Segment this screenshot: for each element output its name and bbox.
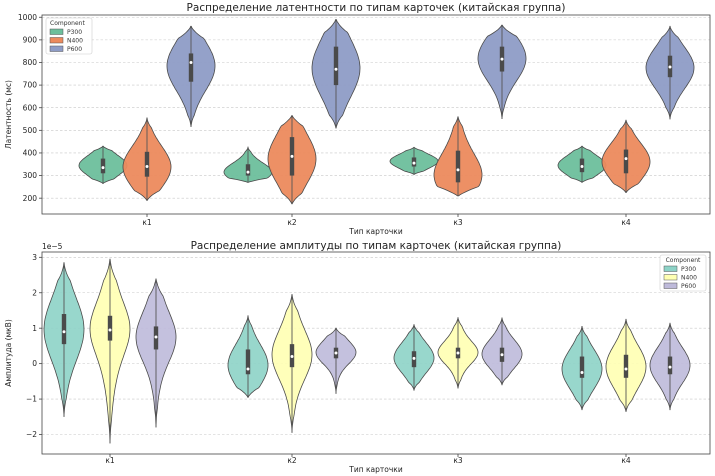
x-tick-label: к1 <box>142 218 152 227</box>
legend-swatch-n400 <box>663 274 678 281</box>
violin-iqr-box <box>667 356 673 375</box>
y-tick-label: 700 <box>23 81 38 90</box>
violin-median-dot <box>189 60 193 64</box>
amplitude-y-ticks: −2 −1 0 1 2 3 <box>26 253 42 439</box>
y-tick-label: 1 <box>32 324 37 333</box>
latency-x-ticks: к1 к2 к3 к4 <box>142 214 631 227</box>
amplitude-y-axis-label: Амплитуда (мкВ) <box>4 319 13 387</box>
legend-swatch-n400 <box>49 37 64 44</box>
legend-label-n400: N400 <box>67 38 83 45</box>
violin-iqr-box <box>579 356 585 378</box>
legend-swatch-p600 <box>49 45 64 52</box>
violin-median-dot <box>246 170 250 174</box>
y-tick-label: 1000 <box>18 13 37 22</box>
violin-iqr-box <box>245 164 251 176</box>
violin-median-dot <box>108 328 112 332</box>
y-tick-label: 200 <box>23 194 38 203</box>
latency-chart: Распределение латентности по типам карто… <box>4 2 711 236</box>
violin-median-dot <box>668 365 672 369</box>
violin-median-dot <box>334 67 338 71</box>
violin-iqr-box <box>623 149 629 174</box>
violin-median-dot <box>580 165 584 169</box>
latency-y-axis-label: Латентность (мс) <box>4 80 13 149</box>
violin-median-dot <box>624 157 628 161</box>
x-tick-label: к3 <box>453 218 463 227</box>
legend-swatch-p300 <box>49 28 64 35</box>
amplitude-x-ticks: к1 к2 к3 к4 <box>105 454 631 465</box>
violin-iqr-box <box>107 315 113 341</box>
y-tick-label: 800 <box>23 58 38 67</box>
violin-median-dot <box>668 65 672 69</box>
violin-median-dot <box>145 165 149 169</box>
legend-frame <box>45 17 93 55</box>
violin-iqr-box <box>623 354 629 378</box>
amplitude-x-axis-label: Тип карточки <box>348 465 403 474</box>
legend-swatch-p300 <box>663 265 678 272</box>
y-tick-label: −1 <box>26 395 37 404</box>
amplitude-chart-title: Распределение амплитуды по типам карточе… <box>191 240 562 252</box>
violin-median-dot <box>101 166 105 170</box>
latency-plot-frame <box>41 14 711 215</box>
latency-gridlines <box>42 16 710 199</box>
y-tick-label: 0 <box>32 359 37 368</box>
y-tick-label: 3 <box>32 253 37 262</box>
violin-iqr-box <box>333 46 339 86</box>
violin-median-dot <box>290 154 294 158</box>
violin-median-dot <box>62 330 66 334</box>
violin-median-dot <box>456 351 460 355</box>
y-tick-label: 400 <box>23 149 38 158</box>
violin-median-dot <box>154 335 158 339</box>
violin-median-dot <box>334 351 338 355</box>
amplitude-gridlines <box>42 257 710 435</box>
violin-median-dot <box>500 353 504 357</box>
legend-label-p600: P600 <box>681 283 696 290</box>
y-tick-label: 600 <box>23 103 38 112</box>
y-tick-label: 900 <box>23 35 38 44</box>
violin-iqr-box <box>455 150 461 183</box>
legend-label-n400: N400 <box>681 275 697 282</box>
violin-median-dot <box>290 355 294 359</box>
legend-title: Component <box>50 20 85 27</box>
violin-iqr-box <box>245 349 251 375</box>
x-tick-label: к3 <box>453 456 463 465</box>
violin-median-dot <box>412 356 416 360</box>
legend-label-p300: P300 <box>67 29 82 36</box>
legend-frame <box>659 254 707 292</box>
latency-chart-title: Распределение латентности по типам карто… <box>187 2 566 14</box>
x-tick-label: к4 <box>621 218 631 227</box>
amplitude-violins <box>43 258 691 444</box>
amplitude-plot-frame <box>41 251 711 455</box>
x-tick-label: к4 <box>621 456 631 465</box>
latency-violins <box>78 19 695 205</box>
x-tick-label: к2 <box>287 456 297 465</box>
y-tick-label: −2 <box>26 430 37 439</box>
violin-median-dot <box>500 57 504 61</box>
x-tick-label: к2 <box>287 218 297 227</box>
legend-title: Component <box>666 257 701 264</box>
violin-iqr-box <box>61 314 67 345</box>
latency-x-axis-label: Тип карточки <box>348 227 403 236</box>
legend-label-p600: P600 <box>67 46 82 53</box>
y-tick-label: 2 <box>32 288 37 297</box>
x-tick-label: к1 <box>105 456 115 465</box>
violin-median-dot <box>624 367 628 371</box>
violin-median-dot <box>456 168 460 172</box>
latency-y-ticks: 200 300 400 500 600 700 800 900 1000 <box>18 13 42 203</box>
violin-iqr-box <box>144 151 150 177</box>
amplitude-offset-text: 1e−5 <box>42 242 63 251</box>
y-tick-label: 500 <box>23 126 38 135</box>
legend-label-p300: P300 <box>681 266 696 273</box>
violin-iqr-box <box>100 158 106 174</box>
violin-median-dot <box>246 367 250 371</box>
y-tick-label: 300 <box>23 171 38 180</box>
violin-median-dot <box>580 370 584 374</box>
violin-iqr-box <box>188 53 194 82</box>
violin-median-dot <box>412 161 416 165</box>
legend-swatch-p600 <box>663 282 678 289</box>
amplitude-chart: Распределение амплитуды по типам карточе… <box>4 240 711 474</box>
